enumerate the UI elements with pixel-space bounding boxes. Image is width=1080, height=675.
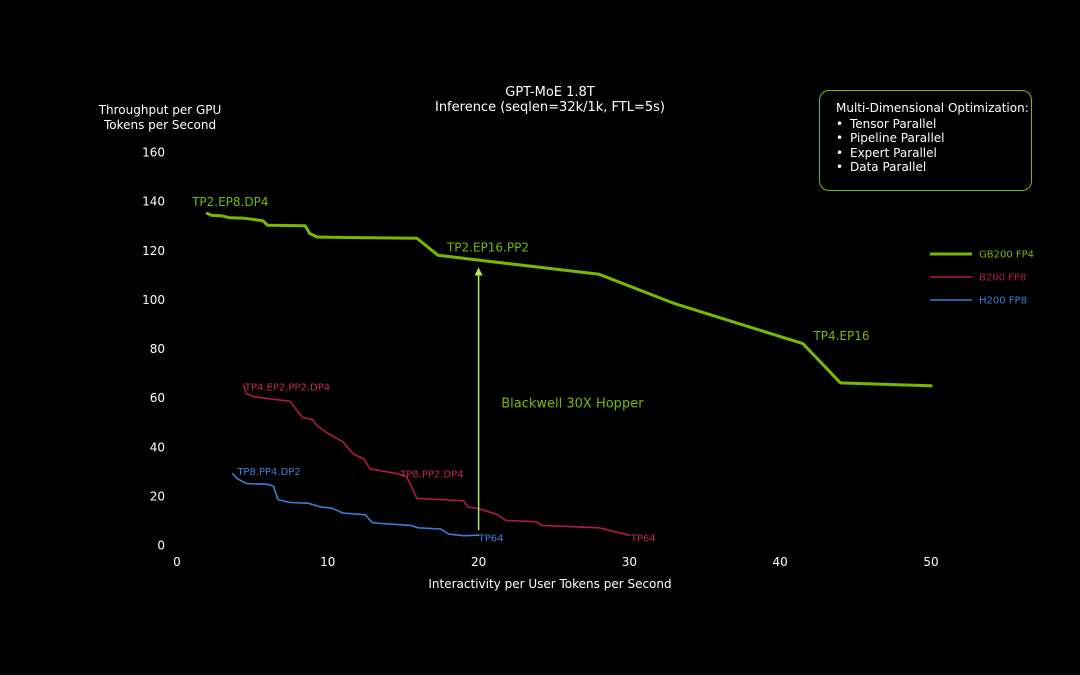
legend-label: GB200 FP4 [979, 250, 1034, 261]
annotation-label: TP64 [478, 533, 504, 544]
y-tick-label: 140 [142, 195, 165, 209]
callout-list: • Tensor Parallel • Pipeline Parallel • Exp… [836, 117, 1031, 175]
callout-item: • Tensor Parallel [836, 117, 1031, 132]
x-axis-ticks: 0 10 20 30 40 50 [173, 555, 938, 569]
annotation-label: Blackwell 30X Hopper [501, 396, 644, 411]
callout-item-label: Tensor Parallel [850, 116, 937, 131]
x-tick-label: 30 [622, 555, 637, 569]
y-axis-label-line1: Throughput per GPU [98, 103, 222, 117]
arrow-head-icon [474, 267, 483, 276]
callout-title: Multi-Dimensional Optimization: [836, 101, 1029, 115]
x-tick-label: 50 [923, 555, 938, 569]
series-line-b200-fp8 [242, 384, 631, 536]
y-tick-label: 40 [150, 440, 165, 454]
series-legend: GB200 FP4 B200 FP8 H200 FP8 [930, 250, 1034, 307]
y-tick-label: 160 [142, 146, 165, 160]
x-tick-label: 20 [471, 555, 486, 569]
chart-title: GPT-MoE 1.8T [505, 85, 595, 100]
callout-item: • Data Parallel [836, 160, 1031, 175]
callout-item-label: Expert Parallel [850, 145, 937, 160]
y-tick-label: 20 [150, 489, 165, 503]
chart-subtitle: Inference (seqlen=32k/1k, FTL=5s) [435, 100, 665, 115]
y-axis-label-line2: Tokens per Second [103, 118, 216, 132]
annotations: TP2.EP8.DP4 TP2.EP16.PP2 TP4.EP16 TP4.EP2.P… [191, 195, 869, 544]
y-tick-label: 100 [142, 293, 165, 307]
series-line-h200-fp8 [232, 473, 480, 537]
callout-item: • Expert Parallel [836, 146, 1031, 161]
annotation-label: TP4.EP16 [812, 329, 869, 343]
y-axis-ticks: 0 20 40 60 80 100 120 140 160 [142, 146, 165, 553]
bullet-icon: • [836, 145, 844, 160]
annotation-label: TP64 [630, 533, 656, 544]
y-tick-label: 60 [150, 391, 165, 405]
callout-item: • Pipeline Parallel [836, 131, 1031, 146]
bullet-icon: • [836, 131, 844, 145]
x-tick-label: 10 [320, 555, 335, 569]
series-line-gb200-fp4 [205, 211, 933, 388]
annotation-label: TP2.EP16.PP2 [446, 240, 529, 254]
legend-label: B200 FP8 [979, 273, 1026, 284]
x-axis-label: Interactivity per User Tokens per Second [428, 577, 671, 591]
y-tick-label: 120 [142, 244, 165, 258]
annotation-label: TP4.EP2.PP2.DP4 [244, 382, 330, 393]
legend-label: H200 FP8 [979, 296, 1027, 307]
bullet-icon: • [836, 116, 844, 131]
callout-item-label: Pipeline Parallel [850, 131, 945, 145]
x-tick-label: 0 [173, 555, 181, 569]
x-tick-label: 40 [773, 555, 788, 569]
callout-item-label: Data Parallel [850, 160, 927, 174]
annotation-label: TP8.PP4.DP2 [236, 467, 300, 478]
series-lines [205, 211, 933, 537]
y-tick-label: 0 [157, 539, 165, 553]
optimization-callout: Multi-Dimensional Optimization: • Tensor … [819, 90, 1032, 191]
annotation-label: TP2.EP8.DP4 [191, 195, 268, 209]
annotation-label: TP8.PP2.DP4 [399, 469, 463, 480]
y-tick-label: 80 [150, 342, 165, 356]
bullet-icon: • [836, 160, 844, 174]
